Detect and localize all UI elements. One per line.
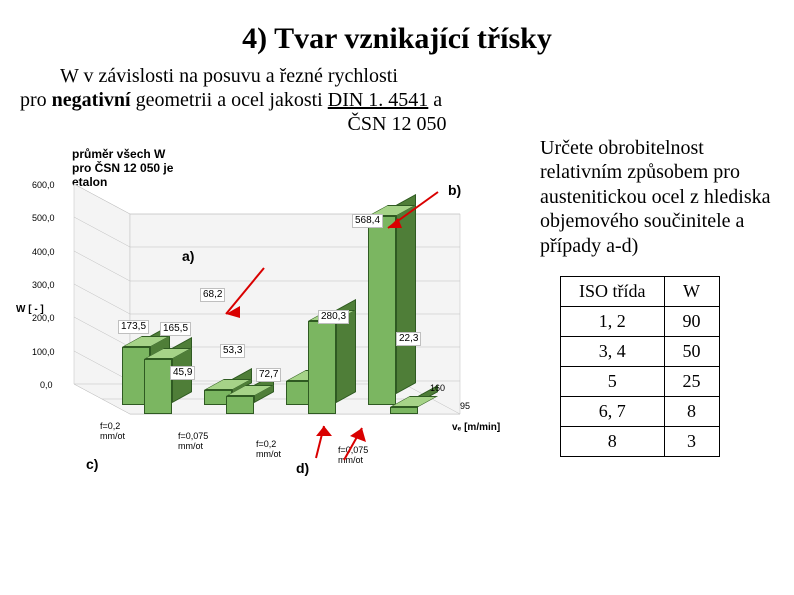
panel-b: b): [448, 182, 461, 198]
main-row: W [ - ] průměr všech W pro ČSN 12 050 je…: [0, 132, 794, 496]
text: pro: [20, 89, 52, 111]
subtitle-line2: pro negativní geometrii a ocel jakosti D…: [20, 88, 774, 112]
cell: 3, 4: [561, 336, 665, 366]
cell: 8: [561, 426, 665, 456]
cell: 3: [664, 426, 719, 456]
value-label: 173,5: [118, 320, 149, 334]
vc-160: 160: [430, 384, 445, 394]
text: geometrii a ocel jakosti: [131, 89, 328, 111]
cell: 25: [664, 366, 719, 396]
page-title: 4) Tvar vznikající třísky: [0, 0, 794, 64]
value-label: 280,3: [318, 310, 349, 324]
ytick: 0,0: [40, 380, 53, 390]
value-label: 68,2: [200, 288, 225, 302]
f-label: f=0,075 mm/ot: [178, 432, 208, 452]
ytick: 300,0: [32, 280, 55, 290]
th-w: W: [664, 276, 719, 306]
table-row: 6, 78: [561, 396, 720, 426]
subtitle-line1: W v závislosti na posuvu a řezné rychlos…: [20, 64, 774, 88]
cell: 1, 2: [561, 306, 665, 336]
f-label: f=0,2 mm/ot: [256, 440, 281, 460]
value-label: 568,4: [352, 214, 383, 228]
underline-din: DIN 1. 4541: [328, 89, 429, 111]
vc-95: 95: [460, 402, 470, 412]
text: a: [428, 89, 442, 111]
value-label: 72,7: [256, 368, 281, 382]
panel-d: d): [296, 460, 309, 476]
table-row: 3, 450: [561, 336, 720, 366]
bar-chart-3d: W [ - ] průměr všech W pro ČSN 12 050 je…: [16, 136, 528, 496]
iso-table: ISO třída W 1, 290 3, 450 525 6, 78 83: [560, 276, 720, 457]
ytick: 400,0: [32, 247, 55, 257]
chart-area: 0,0 100,0 200,0 300,0 400,0 500,0 600,0 …: [60, 144, 520, 474]
table-row: ISO třída W: [561, 276, 720, 306]
cell: 8: [664, 396, 719, 426]
cell: 90: [664, 306, 719, 336]
ytick: 200,0: [32, 313, 55, 323]
table-row: 83: [561, 426, 720, 456]
cell: 5: [561, 366, 665, 396]
value-label: 22,3: [396, 332, 421, 346]
bold-negativni: negativní: [52, 89, 131, 111]
subtitle: W v závislosti na posuvu a řezné rychlos…: [0, 64, 794, 136]
right-column: Určete obrobitelnost relativním způsobem…: [528, 132, 778, 496]
task-text: Určete obrobitelnost relativním způsobem…: [540, 136, 778, 258]
ytick: 600,0: [32, 180, 55, 190]
value-label: 165,5: [160, 322, 191, 336]
cell: 50: [664, 336, 719, 366]
f-label: f=0,075 mm/ot: [338, 446, 368, 466]
panel-c: c): [86, 456, 98, 472]
value-label: 45,9: [170, 366, 195, 380]
ytick: 500,0: [32, 213, 55, 223]
f-label: f=0,2 mm/ot: [100, 422, 125, 442]
panel-a: a): [182, 248, 194, 264]
th-iso: ISO třída: [561, 276, 665, 306]
value-label: 53,3: [220, 344, 245, 358]
ytick: 100,0: [32, 347, 55, 357]
vc-caption: vₑ [m/min]: [452, 422, 500, 433]
cell: 6, 7: [561, 396, 665, 426]
table-row: 525: [561, 366, 720, 396]
table-row: 1, 290: [561, 306, 720, 336]
